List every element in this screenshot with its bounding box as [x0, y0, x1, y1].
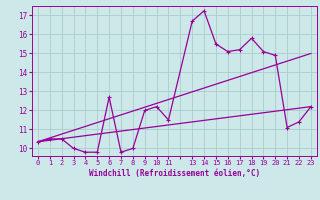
- X-axis label: Windchill (Refroidissement éolien,°C): Windchill (Refroidissement éolien,°C): [89, 169, 260, 178]
